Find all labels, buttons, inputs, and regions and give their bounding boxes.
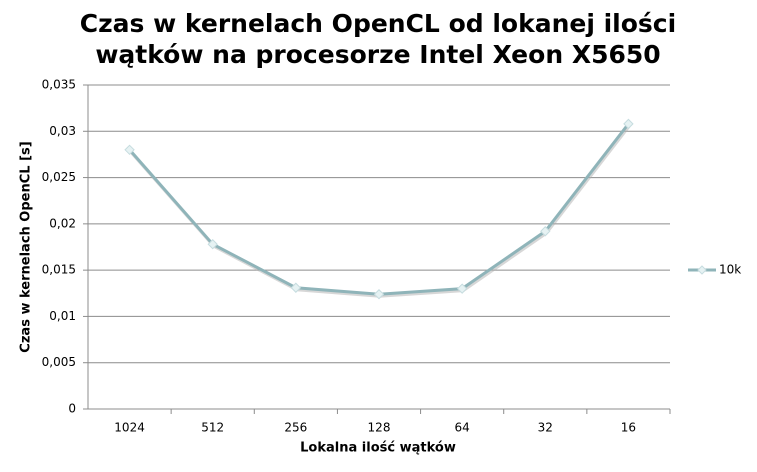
legend-marker <box>697 265 707 275</box>
x-tick-label: 1024 <box>114 421 145 435</box>
y-tick-label: 0 <box>68 402 76 416</box>
y-tick-label: 0,03 <box>49 124 76 138</box>
x-tick-label: 128 <box>368 421 391 435</box>
point-marker <box>623 118 634 130</box>
y-tick-label: 0,025 <box>42 170 76 184</box>
x-tick-label: 512 <box>201 421 224 435</box>
line-shadow <box>129 124 631 298</box>
point-marker <box>290 282 302 293</box>
x-tick-label: 16 <box>621 421 636 435</box>
x-tick-label: 256 <box>284 421 307 435</box>
point-marker <box>540 226 551 237</box>
chart-title: Czas w kernelach OpenCL od lokanej ilośc… <box>79 9 677 69</box>
point-marker <box>456 283 468 294</box>
point-marker <box>373 289 385 300</box>
y-tick-label: 0,005 <box>42 355 76 369</box>
x-tick-label: 32 <box>538 421 553 435</box>
point-marker <box>207 239 218 250</box>
y-tick-label: 0,01 <box>49 309 76 323</box>
point-marker <box>124 144 135 156</box>
x-axis-label: Lokalna ilość wątków <box>300 441 456 456</box>
y-tick-label: 0,035 <box>42 78 76 92</box>
y-tick-label: 0,015 <box>42 263 76 277</box>
y-axis-label: Czas w kernelach OpenCL [s] <box>19 141 34 352</box>
legend-label: 10k <box>719 263 741 277</box>
x-tick-label: 64 <box>455 421 470 435</box>
y-tick-label: 0,02 <box>49 216 76 230</box>
series-line <box>128 122 630 296</box>
